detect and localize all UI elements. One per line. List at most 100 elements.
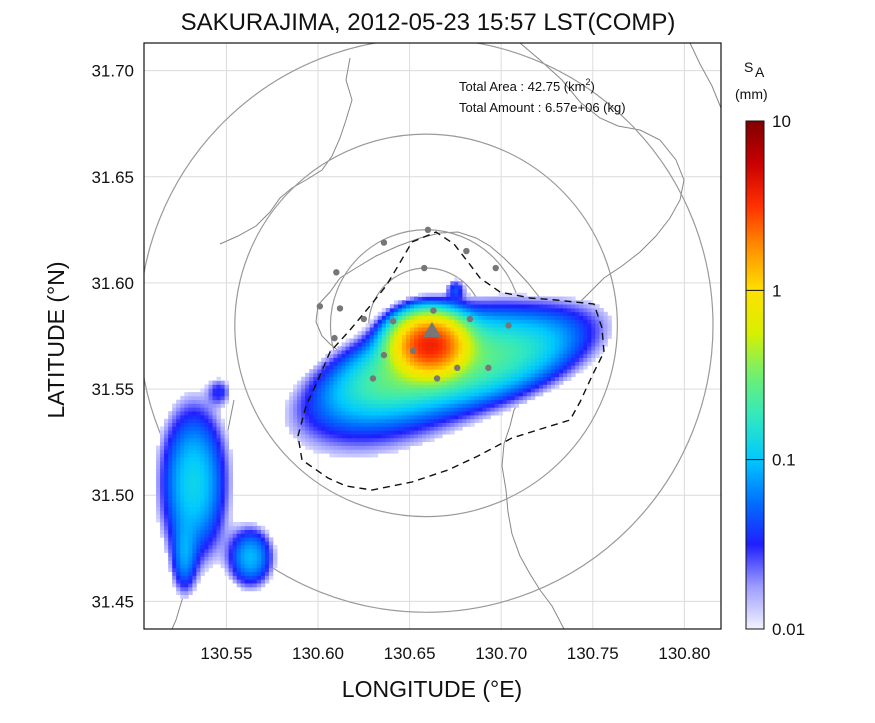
deposit-cell [188, 415, 193, 420]
deposit-cell [551, 327, 556, 332]
deposit-cell [470, 422, 475, 427]
deposit-cell [410, 353, 415, 358]
deposit-cell [216, 426, 221, 431]
deposit-cell [188, 464, 193, 469]
deposit-cell [474, 319, 479, 324]
deposit-cell [458, 304, 463, 309]
deposit-cell [196, 514, 201, 519]
deposit-cell [470, 395, 475, 401]
deposit-cell [172, 518, 177, 523]
deposit-cell [353, 392, 358, 397]
deposit-cell [353, 418, 358, 423]
deposit-cell [438, 311, 443, 316]
deposit-cell [333, 453, 338, 458]
deposit-cell [458, 330, 463, 336]
deposit-cell [426, 415, 431, 420]
deposit-cell [486, 308, 491, 313]
deposit-cell [393, 407, 399, 412]
deposit-cell [309, 415, 314, 420]
deposit-cell [405, 342, 411, 347]
deposit-cell [385, 380, 391, 385]
deposit-cell [405, 327, 411, 332]
deposit-cell [418, 434, 423, 439]
deposit-cell [410, 411, 415, 416]
deposit-cell [224, 457, 229, 462]
deposit-cell [325, 372, 330, 378]
deposit-cell [224, 514, 229, 519]
deposit-cell [212, 480, 217, 485]
deposit-cell [502, 369, 508, 374]
deposit-cell [381, 338, 387, 343]
deposit-cell [579, 323, 584, 328]
deposit-cell [438, 411, 443, 416]
deposit-cell [575, 308, 580, 313]
deposit-cell [184, 567, 189, 573]
deposit-cell [172, 495, 177, 500]
deposit-cell [490, 399, 495, 404]
deposit-cell [184, 449, 189, 454]
deposit-cell [551, 372, 556, 378]
deposit-cell [172, 548, 177, 553]
deposit-cell [204, 403, 209, 408]
deposit-cell [345, 357, 350, 362]
deposit-cell [393, 388, 399, 393]
deposit-cell [490, 407, 495, 412]
deposit-cell [369, 430, 375, 435]
deposit-cell [172, 552, 177, 557]
deposit-cell [192, 556, 197, 561]
deposit-cell [583, 361, 588, 366]
deposit-cell [458, 288, 463, 294]
deposit-cell [160, 453, 165, 458]
deposit-cell [410, 369, 415, 374]
deposit-cell [454, 384, 459, 389]
deposit-cell [212, 541, 217, 546]
deposit-cell [571, 296, 576, 301]
deposit-cell [522, 338, 528, 343]
deposit-cell [450, 334, 455, 339]
deposit-cell [510, 296, 516, 301]
deposit-cell [414, 430, 419, 435]
deposit-cell [369, 403, 375, 408]
deposit-cell [442, 411, 447, 416]
deposit-cell [442, 422, 447, 427]
deposit-cell [422, 327, 427, 332]
deposit-cell [184, 476, 189, 481]
deposit-cell [405, 434, 411, 439]
deposit-cell [385, 437, 391, 443]
deposit-cell [430, 361, 435, 366]
deposit-cell [228, 560, 233, 565]
deposit-cell [365, 365, 370, 370]
deposit-cell [365, 369, 370, 374]
deposit-cell [442, 365, 447, 370]
deposit-cell [248, 571, 254, 576]
deposit-cell [164, 437, 169, 443]
deposit-cell [393, 315, 399, 320]
deposit-cell [168, 483, 173, 488]
deposit-cell [583, 323, 588, 328]
deposit-cell [563, 372, 568, 378]
deposit-cell [563, 323, 568, 328]
deposit-cell [256, 525, 262, 530]
deposit-cell [208, 502, 213, 508]
deposit-cell [369, 415, 375, 420]
deposit-cell [317, 434, 322, 439]
deposit-cell [273, 560, 278, 565]
deposit-cell [180, 533, 185, 538]
deposit-cell [305, 388, 310, 393]
deposit-cell [422, 372, 427, 378]
deposit-cell [232, 579, 238, 584]
deposit-cell [510, 357, 516, 362]
deposit-cell [381, 380, 387, 385]
deposit-cell [547, 350, 552, 355]
deposit-cell [248, 587, 254, 592]
deposit-cell [168, 418, 173, 423]
deposit-cell [377, 403, 383, 408]
deposit-cell [220, 510, 225, 515]
deposit-cell [365, 357, 370, 362]
coastline-north [219, 57, 353, 245]
deposit-cell [341, 350, 346, 355]
deposit-cell [450, 388, 455, 393]
deposit-cell [228, 476, 233, 481]
deposit-cell [293, 434, 298, 439]
deposit-cell [321, 449, 326, 454]
